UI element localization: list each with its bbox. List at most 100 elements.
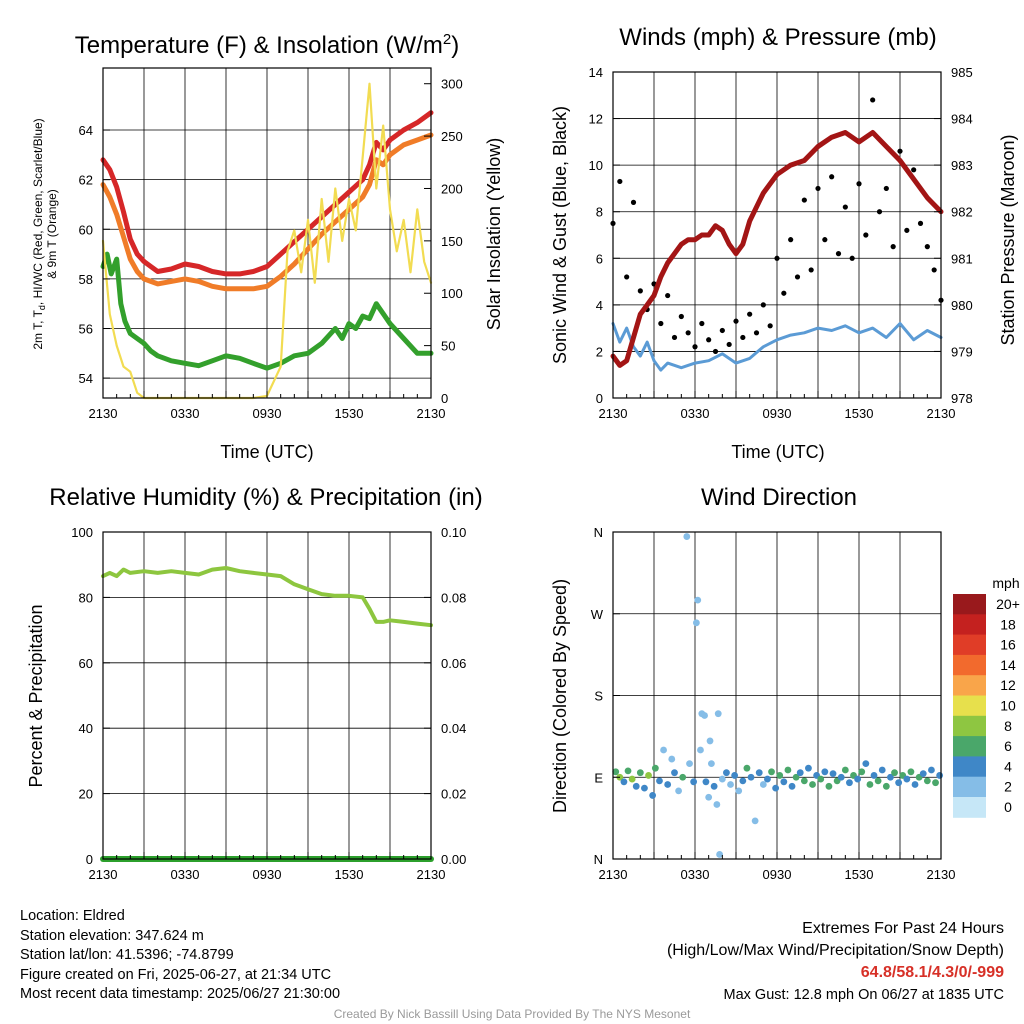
9m-t-line <box>100 132 434 292</box>
location-text: Location: Eldred <box>20 908 125 924</box>
direction-point <box>768 768 775 776</box>
y-tick-label: 4 <box>596 298 603 313</box>
td-line <box>100 251 434 371</box>
direction-point <box>686 760 693 768</box>
direction-point <box>723 769 730 777</box>
y-axis: 0 2 4 6 8 10 12 14 <box>589 65 620 406</box>
legend-label: 12 <box>1000 677 1016 693</box>
direction-point <box>788 782 796 790</box>
gust-point <box>870 97 876 103</box>
direction-point <box>796 769 804 777</box>
direction-point <box>636 769 644 777</box>
direction-point <box>932 779 939 787</box>
direction-point <box>928 766 935 774</box>
gust-point <box>760 302 766 308</box>
y2-axis: 0.00 0.02 0.04 0.06 0.08 0.10 <box>424 525 466 867</box>
x-tick-label: 2130 <box>927 406 956 421</box>
grid <box>102 531 432 860</box>
legend-label: 2 <box>1004 779 1012 795</box>
direction-point <box>874 777 882 785</box>
winds-panel: Winds (mph) & Pressure (mb) Sonic Wind &… <box>550 24 1018 462</box>
x-tick-label: 1530 <box>335 867 364 882</box>
x-tick-label: 2130 <box>599 867 628 882</box>
gust-point <box>665 292 671 299</box>
elevation-text: Station elevation: 347.624 m <box>20 927 204 944</box>
direction-point <box>870 772 878 779</box>
direction-point <box>649 792 657 799</box>
x-tick-label: 0330 <box>171 406 200 421</box>
x-tick-label: 2130 <box>927 867 956 882</box>
grid <box>102 68 432 398</box>
y2-tick-label: 100 <box>441 286 463 301</box>
y-tick-label: 20 <box>79 787 93 802</box>
y-tick-label: 80 <box>79 590 93 605</box>
x-axis: 2130 0330 0930 1530 2130 <box>89 852 445 882</box>
temperature-y-label: 2m T, Td, HI/WC (Red, Green, Scarlet/Blu… <box>31 118 47 349</box>
gust-point <box>917 220 924 226</box>
y2-tick-label: 0.10 <box>441 525 466 540</box>
direction-point <box>620 778 628 786</box>
gust-point <box>753 330 760 336</box>
legend-label: 0 <box>1004 799 1012 815</box>
direction-point <box>731 772 739 779</box>
direction-point <box>854 775 862 783</box>
gust-point <box>849 255 855 261</box>
direction-point <box>701 712 708 719</box>
y-tick-label: E <box>594 770 603 785</box>
insolation-y2-label: Solar Insolation (Yellow) <box>484 138 504 330</box>
direction-panel: Wind Direction Direction (Colored By Spe… <box>550 484 1020 882</box>
gust-point <box>904 227 910 233</box>
x-tick-label: 0930 <box>253 867 282 882</box>
x-tick-label: 0330 <box>171 867 200 882</box>
humidity-panel-title: Relative Humidity (%) & Precipitation (i… <box>49 484 482 511</box>
relative-humidity-line <box>101 566 433 628</box>
gust-point <box>911 167 917 173</box>
direction-point <box>739 777 747 785</box>
y-tick-label: 12 <box>589 112 603 127</box>
legend-swatch <box>953 776 986 798</box>
y2-tick-label: 150 <box>441 234 463 249</box>
direction-point <box>800 777 808 785</box>
y2-tick-label: 985 <box>951 65 973 80</box>
latlon-text: Station lat/lon: 41.5396; -74.8799 <box>20 947 234 964</box>
gust-point <box>671 334 678 341</box>
direction-point <box>702 778 710 786</box>
grid <box>612 531 942 860</box>
y2-tick-label: 983 <box>951 158 973 173</box>
y2-axis: 978 979 980 981 982 983 984 985 <box>934 65 973 406</box>
direction-point <box>817 775 825 783</box>
gust-point <box>876 209 883 215</box>
direction-point <box>936 772 944 779</box>
direction-point <box>903 775 911 783</box>
gust-point <box>815 185 821 192</box>
y2-axis: 0 50 100 150 200 250 300 <box>424 77 463 406</box>
y-tick-label: 10 <box>589 158 603 173</box>
direction-point <box>755 769 763 777</box>
direction-point <box>735 787 743 795</box>
direction-point <box>862 760 870 768</box>
gust-point <box>706 337 712 343</box>
gust-point <box>794 274 801 280</box>
legend-swatch <box>953 695 986 717</box>
direction-point <box>697 746 704 754</box>
direction-point <box>923 777 931 785</box>
direction-point <box>825 782 833 790</box>
x-tick-label: 1530 <box>845 867 874 882</box>
gust-point <box>719 327 725 334</box>
legend-label: 20+ <box>996 596 1020 612</box>
direction-y-label: Direction (Colored By Speed) <box>550 579 570 813</box>
humidity-y-label: Percent & Precipitation <box>26 604 46 787</box>
created-text: Figure created on Fri, 2025-06-27, at 21… <box>20 966 332 983</box>
legend-title: mph <box>992 575 1019 591</box>
legend-label: 18 <box>1000 616 1016 632</box>
y2-tick-label: 0.02 <box>441 787 466 802</box>
pressure-y2-label: Station Pressure (Maroon) <box>998 134 1018 345</box>
y-tick-label: 64 <box>79 123 93 138</box>
legend-label: 8 <box>1004 718 1012 734</box>
direction-point <box>829 770 837 778</box>
direction-point <box>683 533 691 540</box>
direction-point <box>624 767 632 775</box>
gust-point <box>733 318 739 324</box>
direction-point <box>718 775 726 783</box>
